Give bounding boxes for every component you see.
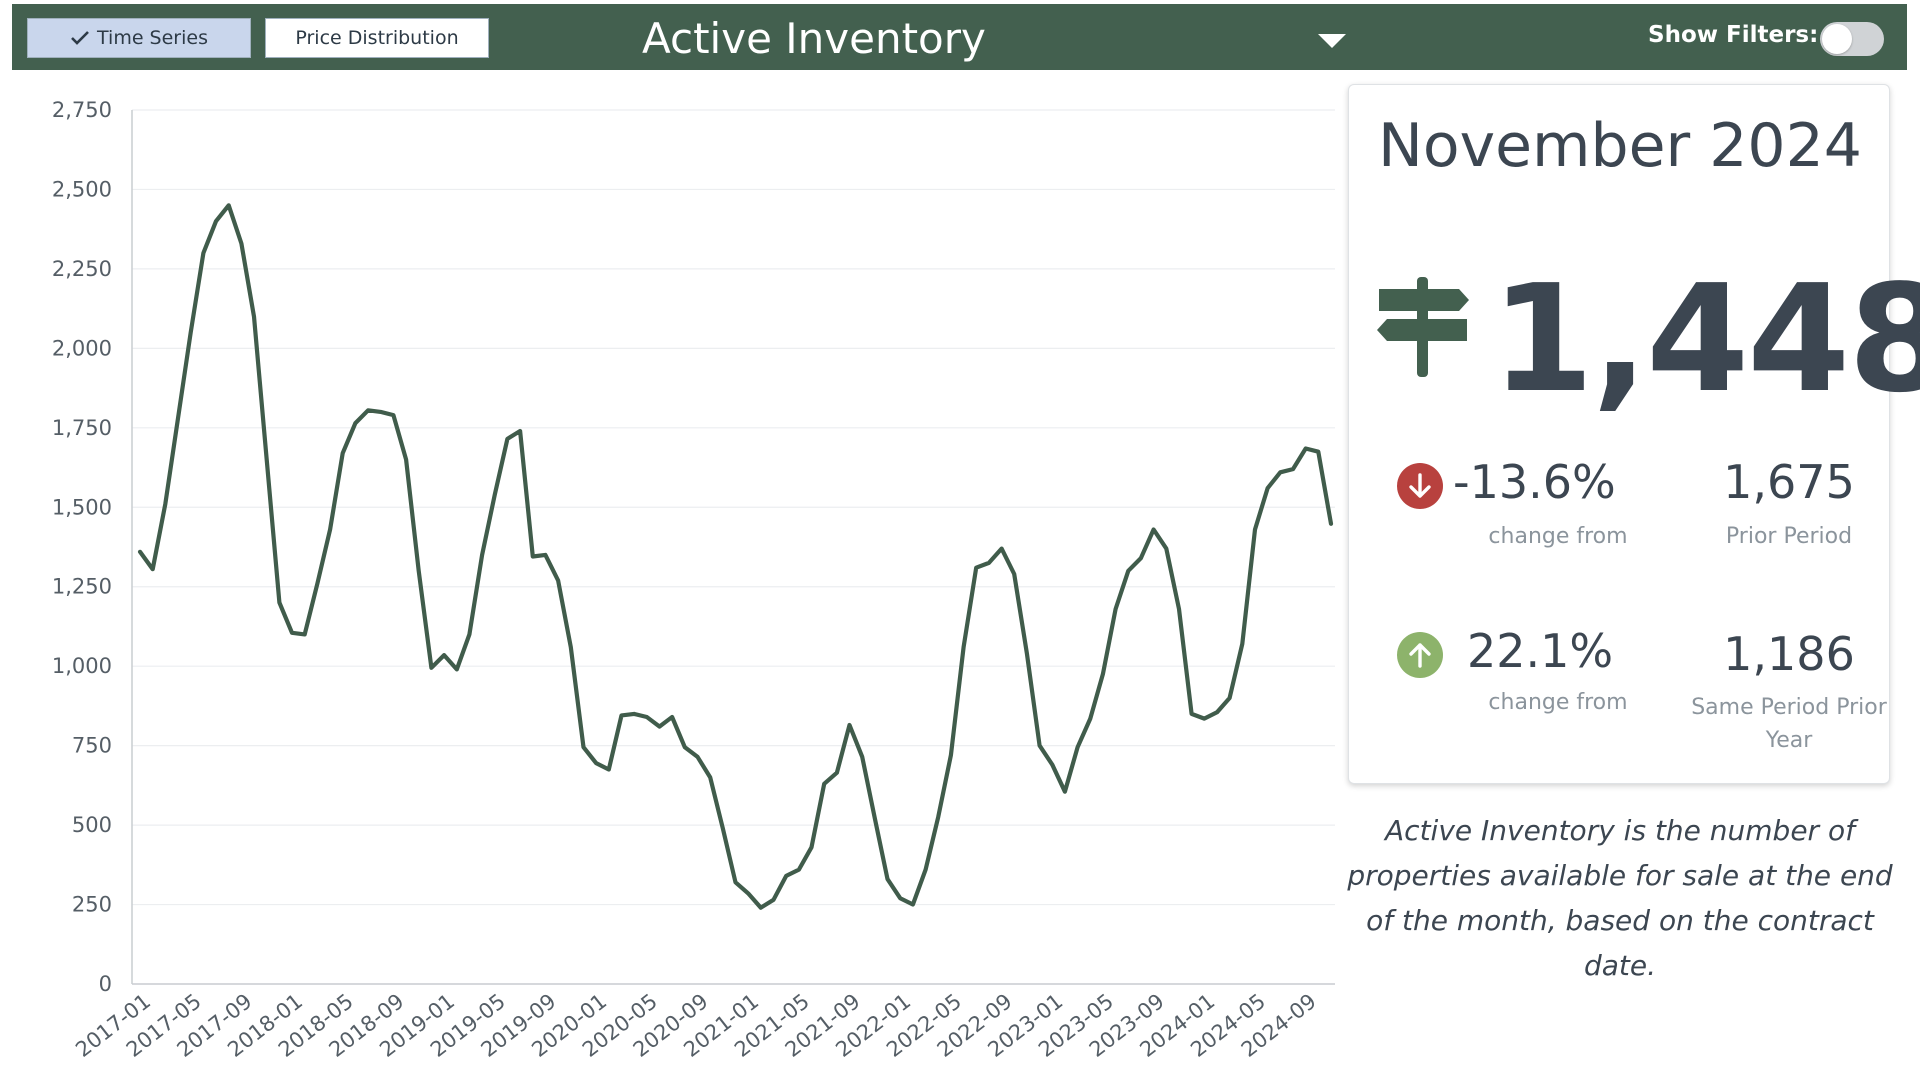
y-tick-label: 2,000: [52, 336, 112, 360]
chart-axes: [131, 110, 1335, 985]
current-value: 1,448: [1491, 253, 1920, 425]
page-title: Active Inventory: [642, 14, 986, 63]
prior-year-label-line1: Same Period Prior: [1691, 695, 1887, 720]
prior-period-change-label: change from: [1488, 524, 1628, 549]
chart-gridlines: [132, 109, 1335, 985]
prior-year-change: 22.1%: [1467, 624, 1614, 678]
series-line: [137, 203, 1334, 910]
tab-time-series[interactable]: Time Series: [27, 18, 251, 58]
stats-card: November 2024 1,448 -13.6% change from 1…: [1348, 84, 1920, 784]
prior-year-label-line2: Year: [1765, 728, 1813, 753]
tab-price-distribution-label: Price Distribution: [295, 27, 459, 49]
prior-period-label: Prior Period: [1725, 524, 1853, 549]
y-tick-label: 500: [72, 813, 112, 837]
y-axis-ticks: 0 250 500 750 1,000 1,250 1,500 1,750 2,000 2,250…: [52, 98, 112, 996]
prior-period-change: -13.6%: [1453, 455, 1616, 509]
period-title: November 2024: [1378, 111, 1862, 181]
y-tick-label: 2,250: [52, 257, 112, 281]
x-axis-ticks: 2017-012017-052017-092018-012018-052018-…: [71, 989, 1321, 1062]
header-bar: Time Series Price Distribution Active In…: [12, 4, 1907, 70]
y-tick-label: 1,750: [52, 416, 112, 440]
check-icon: [70, 30, 90, 46]
y-tick-label: 250: [72, 893, 112, 917]
prior-period-value: 1,675: [1723, 455, 1855, 509]
metric-description: Active Inventory is the number of proper…: [1347, 814, 1893, 982]
active-inventory-line-chart: 0 250 500 750 1,000 1,250 1,500 1,750 2,000 2,250…: [52, 98, 1335, 1062]
y-tick-label: 750: [72, 734, 112, 758]
title-dropdown-caret-icon[interactable]: [1318, 34, 1346, 48]
tab-price-distribution[interactable]: Price Distribution: [265, 18, 489, 58]
arrow-down-icon: [1397, 463, 1443, 509]
series-line-layer: [137, 203, 1334, 910]
prior-year-label: Same Period Prior Year: [1667, 691, 1911, 757]
y-tick-label: 2,750: [52, 98, 112, 122]
y-tick-label: 1,250: [52, 575, 112, 599]
y-tick-label: 1,500: [52, 495, 112, 519]
y-tick-label: 1,000: [52, 654, 112, 678]
y-tick-label: 0: [99, 972, 112, 996]
prior-year-value: 1,186: [1723, 627, 1855, 681]
prior-year-change-label: change from: [1488, 690, 1628, 715]
show-filters-toggle[interactable]: [1820, 22, 1884, 56]
arrow-up-icon: [1397, 632, 1443, 678]
y-tick-label: 2,500: [52, 177, 112, 201]
toggle-knob: [1822, 24, 1852, 54]
signpost-icon: [1373, 277, 1473, 382]
tab-time-series-label: Time Series: [97, 27, 208, 49]
show-filters-label: Show Filters:: [1648, 22, 1819, 48]
